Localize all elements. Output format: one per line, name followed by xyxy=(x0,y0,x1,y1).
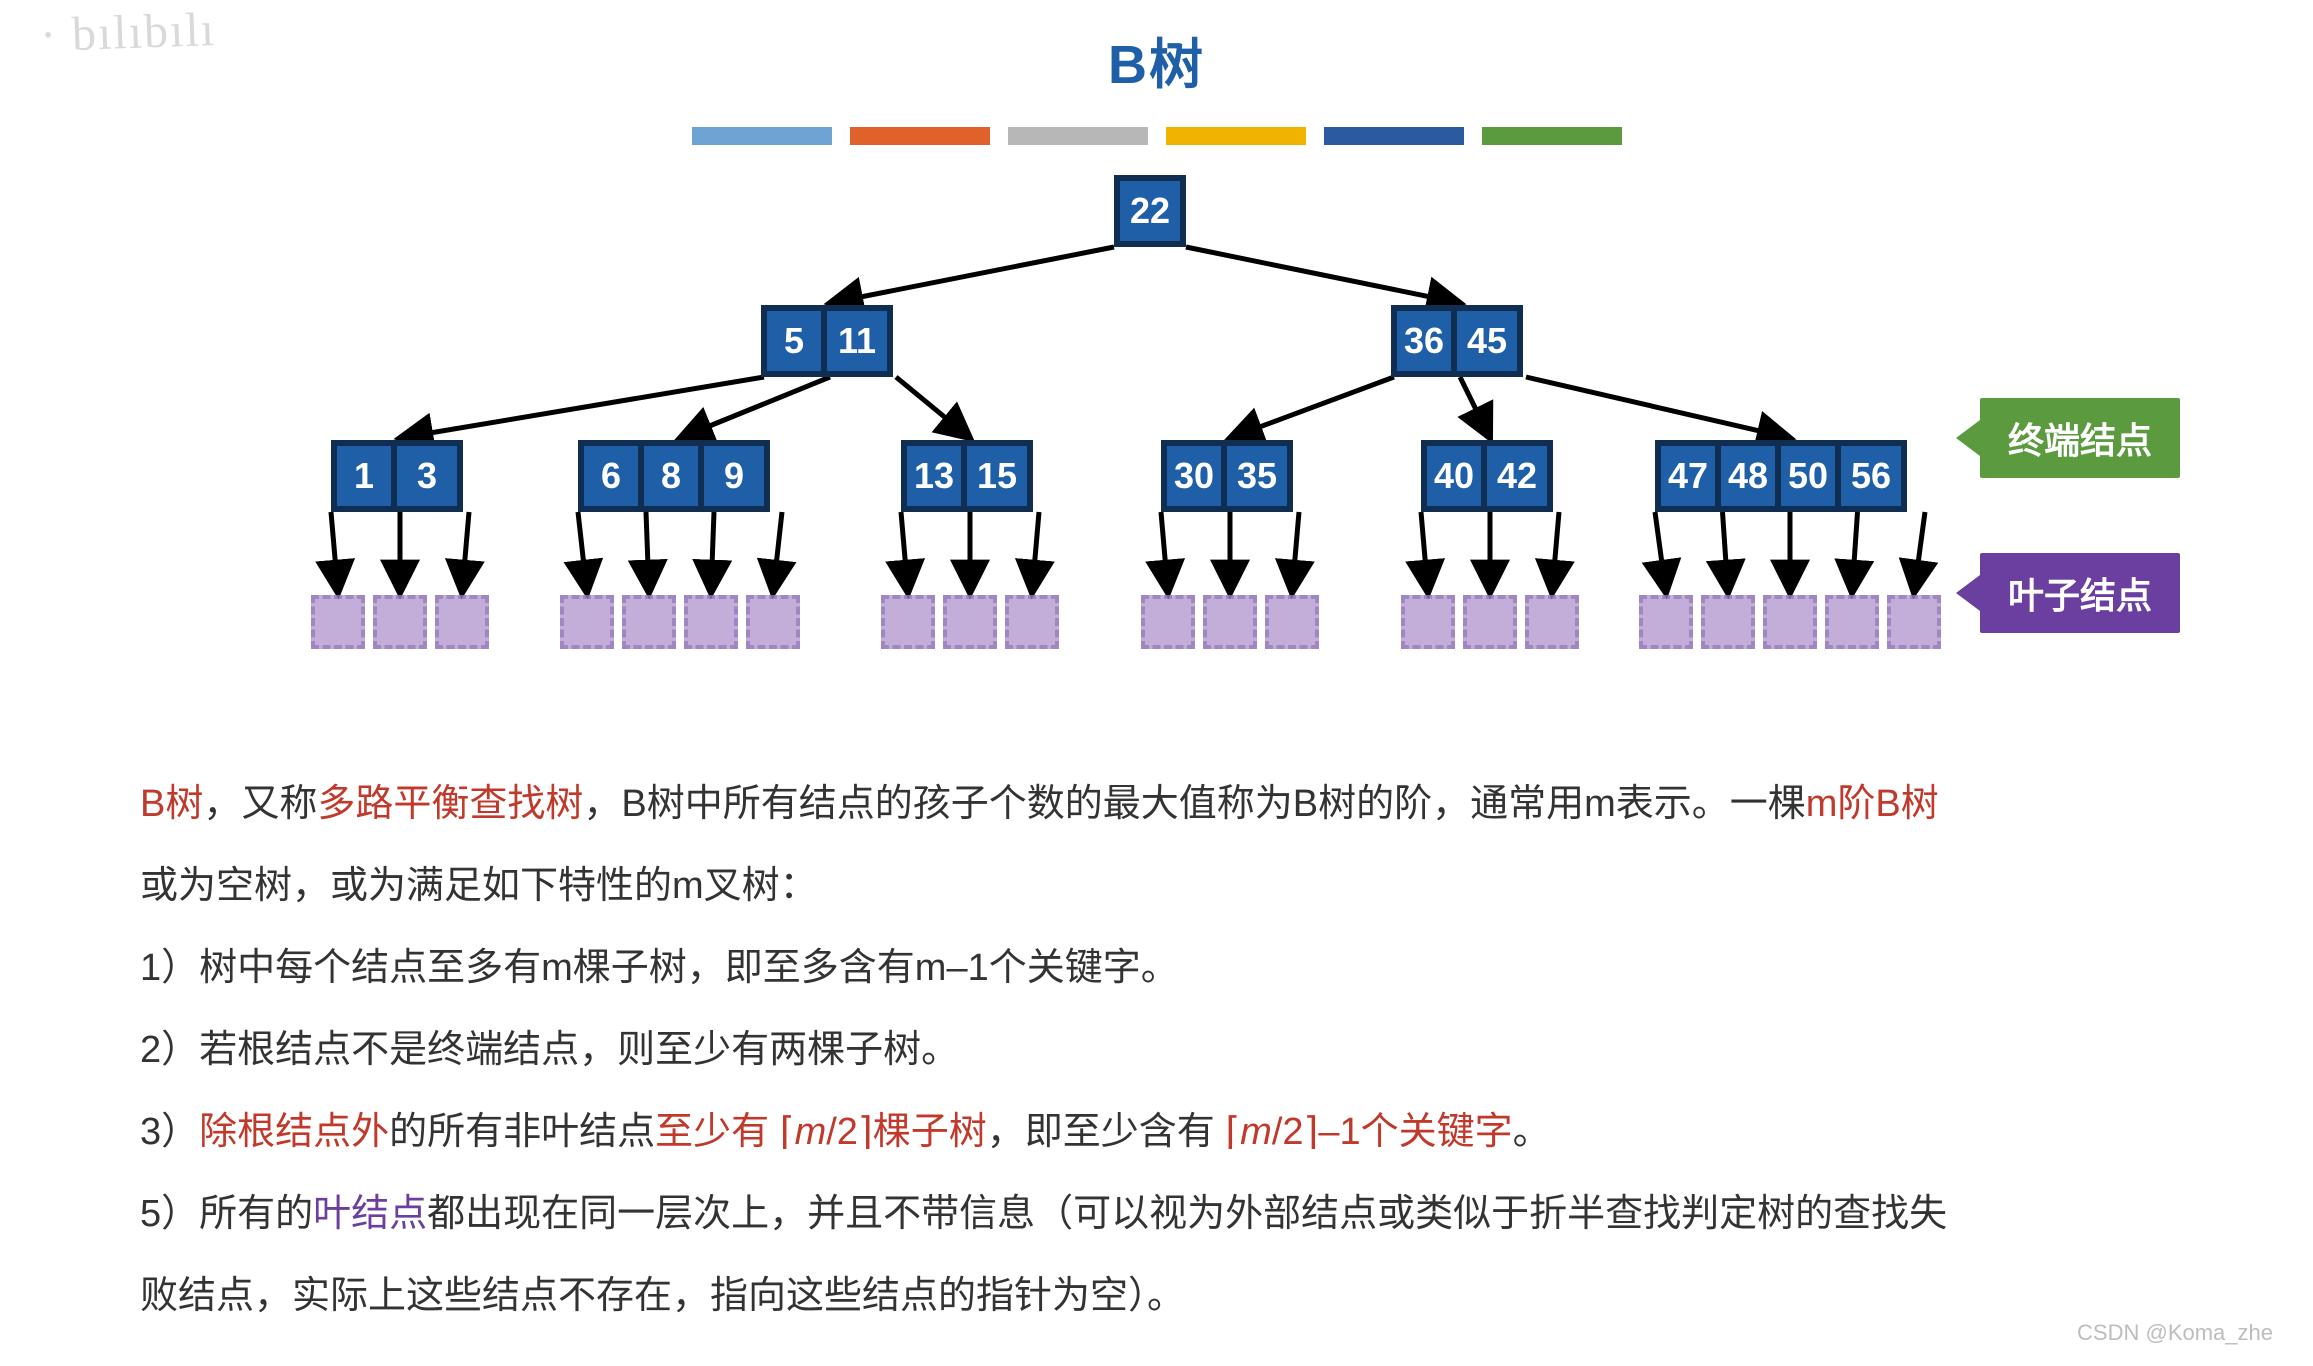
text-seg: m xyxy=(795,1111,827,1153)
leaf-2-1 xyxy=(943,595,997,649)
leaf-3-0 xyxy=(1141,595,1195,649)
leaf-0-1 xyxy=(373,595,427,649)
term-node-4: 4042 xyxy=(1421,440,1553,512)
page-title: B树 xyxy=(0,0,2313,99)
text-seg: ，即至少含有 xyxy=(987,1111,1226,1153)
text-seg: ，B树中所有结点的孩子个数的最大值称为B树的阶，通常用m表示。一棵 xyxy=(583,783,1805,825)
mid-node-0: 511 xyxy=(761,305,893,377)
text-seg: B树 xyxy=(140,783,203,825)
term-node-2: 1315 xyxy=(901,440,1033,512)
mid-node-1-key-0: 36 xyxy=(1397,311,1457,371)
term-node-4-key-0: 40 xyxy=(1427,446,1487,506)
desc-para-5-cont: 败结点，实际上这些结点不存在，指向这些结点的指针为空）。 xyxy=(140,1258,2173,1334)
term-node-5-key-0: 47 xyxy=(1661,446,1721,506)
term-node-5-key-2: 50 xyxy=(1781,446,1841,506)
desc-para-0: B树，又称多路平衡查找树，B树中所有结点的孩子个数的最大值称为B树的阶，通常用m… xyxy=(140,766,2173,842)
stripe-2 xyxy=(1008,127,1148,145)
term-node-3-key-1: 35 xyxy=(1227,446,1287,506)
root-node: 22 xyxy=(1114,175,1186,247)
text-seg: 5）所有的 xyxy=(140,1193,313,1235)
leaf-5-2 xyxy=(1763,595,1817,649)
description-text: B树，又称多路平衡查找树，B树中所有结点的孩子个数的最大值称为B树的阶，通常用m… xyxy=(140,760,2173,1340)
stripe-1 xyxy=(850,127,990,145)
leaf-5-1 xyxy=(1701,595,1755,649)
leaf-2-0 xyxy=(881,595,935,649)
root-node-key-0: 22 xyxy=(1120,181,1180,241)
leaf-node-label-text: 叶子结点 xyxy=(2008,567,2152,619)
text-seg: 都出现在同一层次上，并且不带信息（可以视为外部结点或类似于折半查找判定树的查找失 xyxy=(427,1193,1947,1235)
text-seg: 多路平衡查找树 xyxy=(317,783,583,825)
text-seg: 。 xyxy=(1513,1111,1551,1153)
stripe-row xyxy=(0,127,2313,145)
leaf-4-2 xyxy=(1525,595,1579,649)
leaf-4-1 xyxy=(1463,595,1517,649)
leaf-1-1 xyxy=(622,595,676,649)
term-node-3-key-0: 30 xyxy=(1167,446,1227,506)
term-node-0-key-0: 1 xyxy=(337,446,397,506)
term-node-1: 689 xyxy=(578,440,770,512)
leaf-0-0 xyxy=(311,595,365,649)
watermark-top-left: · bılıbılı xyxy=(39,2,217,63)
text-seg: m阶B树 xyxy=(1806,783,1939,825)
leaf-4-0 xyxy=(1401,595,1455,649)
text-seg: 至少有 xyxy=(655,1111,780,1153)
stripe-0 xyxy=(692,127,832,145)
leaf-0-2 xyxy=(435,595,489,649)
leaf-1-3 xyxy=(746,595,800,649)
term-node-5: 47485056 xyxy=(1655,440,1907,512)
text-seg: 棵子树 xyxy=(873,1111,987,1153)
leaf-2-2 xyxy=(1005,595,1059,649)
terminal-node-label-text: 终端结点 xyxy=(2008,412,2152,464)
term-node-1-key-0: 6 xyxy=(584,446,644,506)
term-node-5-key-1: 48 xyxy=(1721,446,1781,506)
term-node-3: 3035 xyxy=(1161,440,1293,512)
leaf-3-2 xyxy=(1265,595,1319,649)
term-node-4-key-1: 42 xyxy=(1487,446,1547,506)
leaf-5-0 xyxy=(1639,595,1693,649)
term-node-1-key-2: 9 xyxy=(704,446,764,506)
mid-node-0-key-0: 5 xyxy=(767,311,827,371)
text-seg: ⌈ xyxy=(780,1111,795,1153)
leaf-5-4 xyxy=(1887,595,1941,649)
terminal-node-label: 终端结点 xyxy=(1980,398,2180,478)
term-node-5-key-3: 56 xyxy=(1841,446,1901,506)
mid-node-1: 3645 xyxy=(1391,305,1523,377)
text-seg: m xyxy=(1240,1111,1272,1153)
stripe-5 xyxy=(1482,127,1622,145)
leaf-3-1 xyxy=(1203,595,1257,649)
term-node-1-key-1: 8 xyxy=(644,446,704,506)
term-node-0: 13 xyxy=(331,440,463,512)
text-seg: /2⌉ xyxy=(826,1111,873,1153)
stripe-3 xyxy=(1166,127,1306,145)
term-node-2-key-1: 15 xyxy=(967,446,1027,506)
term-node-2-key-0: 13 xyxy=(907,446,967,506)
desc-para-5: 5）所有的叶结点都出现在同一层次上，并且不带信息（可以视为外部结点或类似于折半查… xyxy=(140,1176,2173,1252)
desc-para-3: 3）除根结点外的所有非叶结点至少有 ⌈m/2⌉棵子树，即至少含有 ⌈m/2⌉–1… xyxy=(140,1094,2173,1170)
leaf-node-label: 叶子结点 xyxy=(1980,553,2180,633)
mid-node-0-key-1: 11 xyxy=(827,311,887,371)
leaf-1-2 xyxy=(684,595,738,649)
text-seg: 除根结点外 xyxy=(199,1111,389,1153)
stripe-4 xyxy=(1324,127,1464,145)
leaf-1-0 xyxy=(560,595,614,649)
leaf-5-3 xyxy=(1825,595,1879,649)
desc-para-1: 1）树中每个结点至多有m棵子树，即至多含有m–1个关键字。 xyxy=(140,930,2173,1006)
desc-para-0-cont: 或为空树，或为满足如下特性的m叉树： xyxy=(140,848,2173,924)
text-seg: ⌈ xyxy=(1225,1111,1240,1153)
text-seg: 的所有非叶结点 xyxy=(389,1111,655,1153)
text-seg: ，又称 xyxy=(203,783,317,825)
term-node-0-key-1: 3 xyxy=(397,446,457,506)
text-seg: 叶结点 xyxy=(313,1193,427,1235)
mid-node-1-key-1: 45 xyxy=(1457,311,1517,371)
text-seg: /2⌉–1个关键字 xyxy=(1272,1111,1513,1153)
desc-para-2: 2）若根结点不是终端结点，则至少有两棵子树。 xyxy=(140,1012,2173,1088)
text-seg: 3） xyxy=(140,1111,199,1153)
